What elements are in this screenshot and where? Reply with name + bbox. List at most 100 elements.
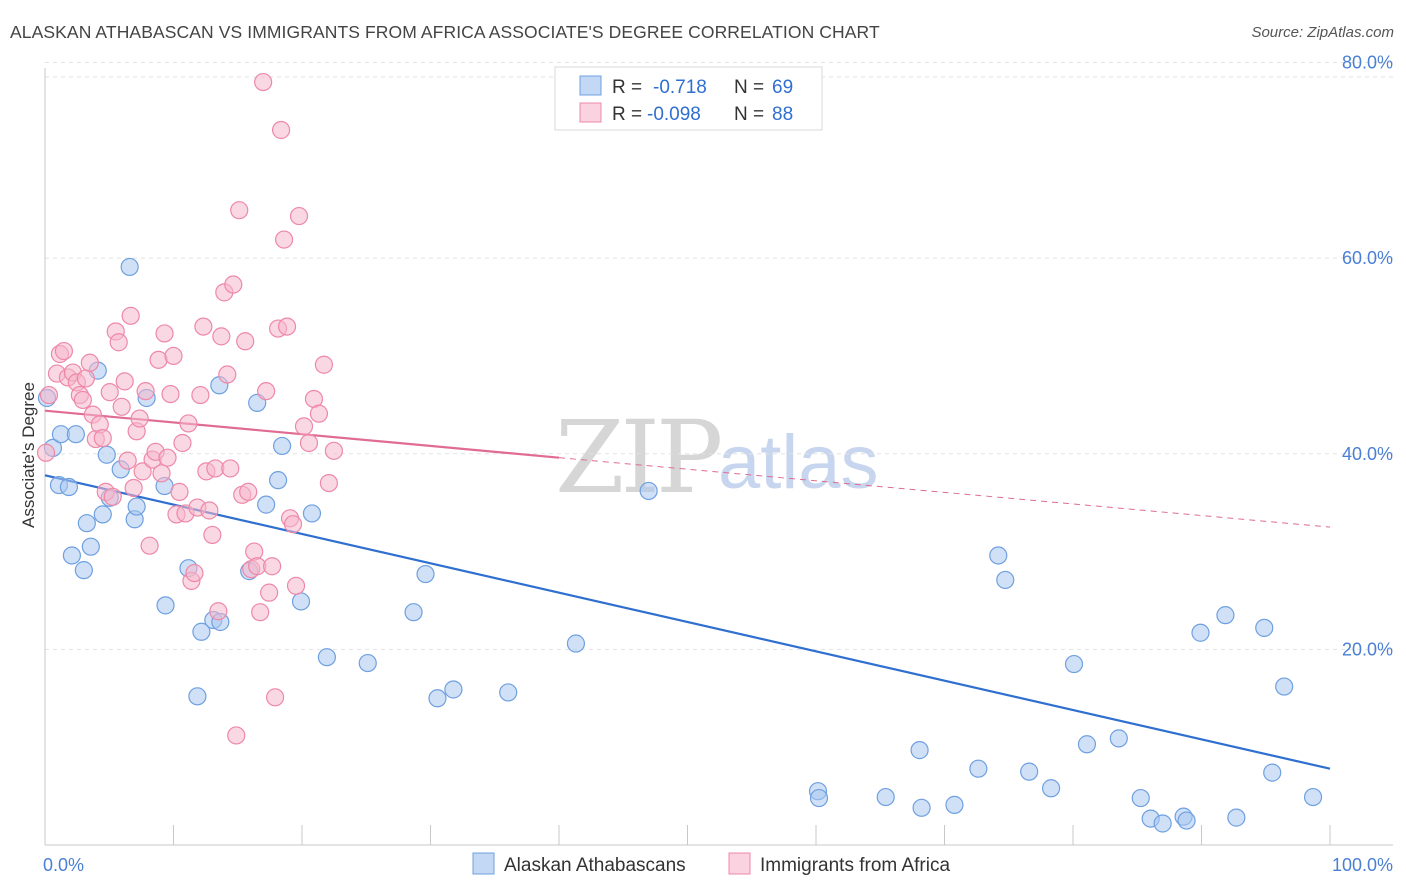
y-tick-label: 60.0% xyxy=(1342,248,1393,268)
point-alaskan-45 xyxy=(876,787,895,807)
x-tick-label-max: 100.0% xyxy=(1332,855,1393,875)
point-africa-59 xyxy=(227,726,246,745)
stats-r-label-1: R = xyxy=(612,77,642,98)
point-africa-36 xyxy=(158,448,177,467)
stats-legend: R = -0.718 N = 69 R = -0.098 N = 88 xyxy=(554,66,823,131)
point-africa-53 xyxy=(209,602,228,621)
point-alaskan-12 xyxy=(97,445,116,464)
stats-r-value-2: -0.098 xyxy=(647,104,701,125)
point-africa-81 xyxy=(294,417,314,436)
point-alaskan-33 xyxy=(302,504,322,523)
point-alaskan-11 xyxy=(93,505,112,524)
data-points xyxy=(36,72,1323,833)
y-axis-label: Associate's Degree xyxy=(19,382,38,528)
point-africa-47 xyxy=(191,385,210,405)
point-africa-1 xyxy=(39,385,59,405)
stats-r-label-2: R = xyxy=(612,104,642,125)
point-alaskan-48 xyxy=(945,795,964,814)
point-alaskan-38 xyxy=(428,689,447,708)
point-africa-84 xyxy=(309,404,329,423)
point-africa-56 xyxy=(218,365,237,384)
point-alaskan-39 xyxy=(444,680,463,699)
point-alaskan-6 xyxy=(66,425,85,444)
point-africa-28 xyxy=(133,462,152,481)
point-alaskan-29 xyxy=(257,495,276,514)
point-africa-35 xyxy=(155,324,174,343)
watermark-atlas: atlas xyxy=(718,420,879,505)
point-alaskan-64 xyxy=(1227,808,1246,827)
point-alaskan-56 xyxy=(1109,729,1128,748)
point-alaskan-40 xyxy=(499,683,518,702)
point-africa-38 xyxy=(164,346,183,366)
point-africa-48 xyxy=(194,317,213,336)
series-legend: Alaskan Athabascans Immigrants from Afri… xyxy=(472,852,950,876)
point-alaskan-8 xyxy=(77,514,96,533)
stats-n-value-2: 88 xyxy=(772,104,793,125)
point-africa-33 xyxy=(149,350,168,369)
point-africa-37 xyxy=(161,384,180,404)
point-alaskan-62 xyxy=(1191,623,1210,642)
y-tick-label: 20.0% xyxy=(1342,639,1393,659)
stats-n-value-1: 69 xyxy=(772,77,793,98)
legend-label-alaskan: Alaskan Athabascans xyxy=(504,855,686,876)
point-alaskan-20 xyxy=(156,596,175,615)
point-alaskan-54 xyxy=(1064,654,1084,674)
point-alaskan-53 xyxy=(1041,779,1061,798)
legend-swatch-alaskan xyxy=(472,852,495,875)
x-tick-label-min: 0.0% xyxy=(43,855,84,875)
point-africa-20 xyxy=(109,333,128,352)
point-africa-25 xyxy=(124,478,143,498)
stats-n-label-2: N = xyxy=(734,104,764,125)
point-africa-30 xyxy=(140,536,159,555)
point-africa-76 xyxy=(277,317,297,336)
point-alaskan-51 xyxy=(996,570,1015,590)
point-alaskan-47 xyxy=(912,798,931,817)
point-alaskan-36 xyxy=(404,603,423,622)
x-tick-labels: 0.0% 100.0% xyxy=(43,855,1393,875)
stats-legend-swatch-pink xyxy=(579,102,602,123)
y-tick-label: 80.0% xyxy=(1342,53,1393,73)
y-tick-labels: 20.0% 40.0% 60.0% 80.0% xyxy=(1342,53,1393,660)
point-alaskan-17 xyxy=(127,497,146,516)
point-alaskan-4 xyxy=(59,477,79,497)
stats-legend-swatch-blue xyxy=(579,75,602,96)
point-africa-23 xyxy=(118,451,137,470)
point-alaskan-67 xyxy=(1263,763,1282,782)
point-africa-86 xyxy=(319,473,338,493)
point-africa-54 xyxy=(212,327,231,346)
chart-title: ALASKAN ATHABASCAN VS IMMIGRANTS FROM AF… xyxy=(10,22,880,42)
point-africa-63 xyxy=(239,482,258,501)
legend-swatch-africa xyxy=(728,852,751,875)
point-alaskan-52 xyxy=(1020,762,1039,781)
y-tick-label: 40.0% xyxy=(1342,444,1393,464)
point-africa-78 xyxy=(283,515,303,534)
point-alaskan-46 xyxy=(910,741,929,760)
point-alaskan-22 xyxy=(188,687,207,706)
stats-n-label-1: N = xyxy=(734,77,764,98)
point-africa-75 xyxy=(274,230,294,249)
point-africa-45 xyxy=(185,563,204,583)
point-africa-11 xyxy=(80,353,99,372)
point-africa-22 xyxy=(115,372,134,391)
point-alaskan-7 xyxy=(74,561,93,580)
point-alaskan-44 xyxy=(809,788,829,808)
point-alaskan-31 xyxy=(272,436,292,456)
point-alaskan-34 xyxy=(317,648,337,667)
point-alaskan-41 xyxy=(566,634,586,653)
point-alaskan-61 xyxy=(1177,811,1196,830)
point-africa-41 xyxy=(173,433,192,453)
legend-label-africa: Immigrants from Africa xyxy=(760,855,950,876)
point-africa-34 xyxy=(152,464,171,483)
point-africa-57 xyxy=(221,459,240,478)
point-africa-87 xyxy=(324,441,343,460)
point-alaskan-49 xyxy=(969,759,988,778)
point-alaskan-66 xyxy=(1275,677,1294,696)
point-africa-67 xyxy=(251,603,270,622)
point-africa-74 xyxy=(271,120,291,140)
point-africa-29 xyxy=(136,382,155,401)
point-alaskan-9 xyxy=(81,537,100,556)
point-africa-0 xyxy=(36,443,56,462)
point-africa-60 xyxy=(230,201,249,220)
point-alaskan-59 xyxy=(1153,814,1172,833)
